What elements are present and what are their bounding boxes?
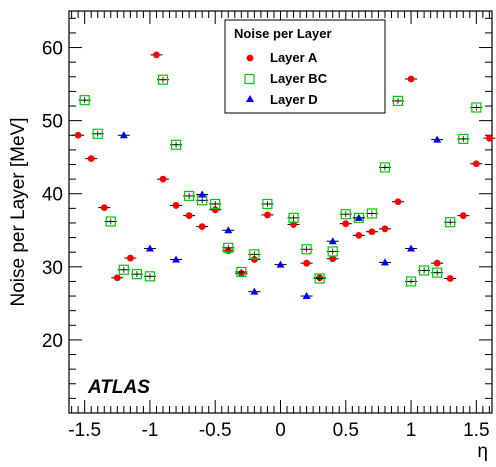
point-layer-d [198,190,207,198]
legend-marker-layer-a [246,54,254,62]
point-layer-a [446,275,454,282]
point-layer-d [328,237,337,245]
point-layer-d [145,244,154,252]
legend-marker-layer-d [246,95,254,102]
point-layer-bc [288,212,299,223]
x-tick-label: 1 [406,420,417,441]
point-layer-bc [327,246,338,257]
point-layer-bc [92,128,103,139]
y-axis-title: Noise per Layer [MeV] [8,117,29,306]
point-layer-a [198,223,206,231]
point-layer-d [433,135,442,143]
point-layer-a [159,175,167,183]
point-layer-d [250,287,259,295]
atlas-label: ATLAS [87,377,150,398]
point-layer-bc [445,217,456,228]
point-layer-a [172,202,180,209]
point-layer-bc [170,139,182,150]
point-layer-bc [144,271,156,282]
point-layer-bc [314,273,325,284]
legend-label-layer-bc: Layer BC [270,71,328,86]
point-layer-d [380,258,389,266]
point-layer-a [459,212,467,220]
point-layer-bc [223,242,234,253]
point-layer-a [342,220,350,228]
point-layer-bc [366,208,377,219]
x-tick-label: -0.5 [199,420,232,441]
point-layer-a [381,225,389,233]
point-layer-bc [262,198,273,210]
point-layer-d [276,260,285,268]
x-axis-title: η [477,441,488,462]
point-layer-a [485,134,493,142]
point-layer-bc [105,216,116,227]
x-tick-label: 0 [275,420,286,441]
point-layer-bc [405,276,417,287]
point-layer-a [87,155,95,163]
point-layer-a [407,75,415,83]
legend-box [224,19,386,114]
point-layer-bc [340,209,351,220]
point-layer-d [119,131,128,139]
legend-title: Noise per Layer [234,26,332,41]
point-layer-a [264,211,271,219]
y-axis: 20 30 40 50 60 [42,17,492,414]
point-layer-a [185,212,193,220]
point-layer-a [433,259,441,267]
point-layer-bc [392,95,404,107]
point-layer-bc [301,244,312,255]
point-layer-bc [157,74,169,85]
point-layer-bc [432,267,443,278]
point-layer-d [354,213,363,221]
x-tick-label: 1.5 [463,420,489,441]
legend-label-layer-d: Layer D [270,92,318,107]
point-layer-a [472,160,480,168]
point-layer-bc [131,269,142,280]
point-layer-a [250,256,258,263]
y-tick-label: 60 [42,39,63,60]
x-tick-label: -1.5 [68,420,101,441]
legend-marker-layer-bc [244,73,255,85]
data-markers [72,51,496,300]
point-layer-a [113,274,121,282]
y-tick-label: 40 [42,185,63,206]
point-layer-a [126,254,134,262]
point-layer-a [329,255,337,263]
x-axis: -1.5 -1 -0.5 0 0.5 1 1.5 [68,11,490,441]
point-layer-bc [458,133,469,145]
point-layer-d [224,226,233,234]
point-layer-bc [210,198,221,210]
point-layer-bc [379,162,391,173]
point-layer-a [153,51,160,59]
point-layer-bc [118,264,129,275]
x-tick-label: 0.5 [333,420,359,441]
point-layer-bc [249,249,260,260]
legend-label-layer-a: Layer A [270,50,318,65]
point-layer-a [303,259,311,267]
point-layer-a [394,198,402,206]
point-layer-a [100,204,108,212]
point-layer-d [172,255,181,263]
legend: Noise per Layer Layer A Layer BC Layer D [224,19,386,114]
point-layer-a [368,228,376,236]
point-layer-d [302,292,311,300]
y-tick-label: 30 [42,258,63,279]
point-layer-a [211,206,219,214]
point-layer-a [355,231,363,239]
point-layer-bc [236,266,247,278]
point-layer-bc [79,95,90,106]
point-layer-bc [419,265,430,276]
y-tick-label: 20 [42,331,63,352]
x-tick-label: -1 [141,420,158,441]
point-layer-a [74,131,82,139]
point-layer-bc [184,190,195,202]
y-tick-label: 50 [42,112,63,133]
point-layer-d [407,244,416,252]
point-layer-bc [471,102,482,113]
